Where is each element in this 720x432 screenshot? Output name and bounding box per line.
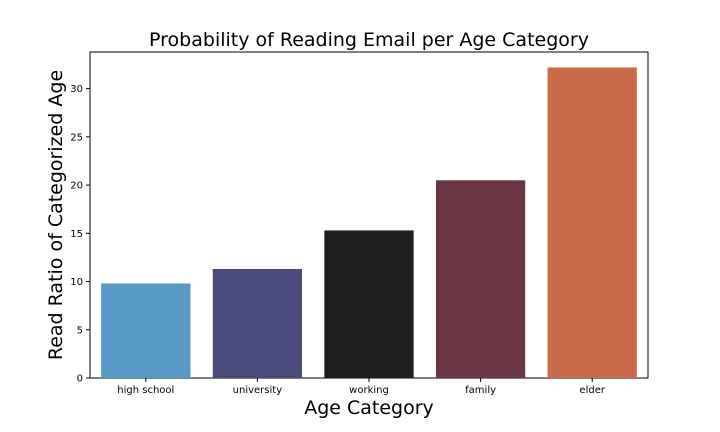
x-axis-label: Age Category <box>304 397 434 419</box>
chart-title: Probability of Reading Email per Age Cat… <box>149 29 589 51</box>
bar-working <box>324 230 414 378</box>
y-tick-label: 5 <box>77 325 83 336</box>
x-tick-label: high school <box>117 385 174 396</box>
y-tick-label: 15 <box>70 229 83 240</box>
bar-family <box>435 180 526 378</box>
x-tick-label: elder <box>579 385 605 396</box>
bar-elder <box>547 67 637 379</box>
bar-high-school <box>101 283 191 378</box>
bar-university <box>212 269 303 378</box>
x-tick-label: university <box>233 385 283 396</box>
bars-group <box>101 67 637 379</box>
x-tick-label: working <box>349 385 389 396</box>
x-axis-ticks: high school university working family elder <box>117 378 606 396</box>
y-axis-ticks: 0 5 10 15 20 25 30 <box>70 84 90 385</box>
y-axis-label: Read Ratio of Categorized Age <box>45 70 67 360</box>
y-tick-label: 0 <box>77 374 83 385</box>
x-tick-label: family <box>465 385 496 396</box>
y-tick-label: 10 <box>70 277 83 288</box>
y-tick-label: 25 <box>70 132 83 143</box>
y-tick-label: 30 <box>70 84 83 95</box>
y-tick-label: 20 <box>70 181 83 192</box>
